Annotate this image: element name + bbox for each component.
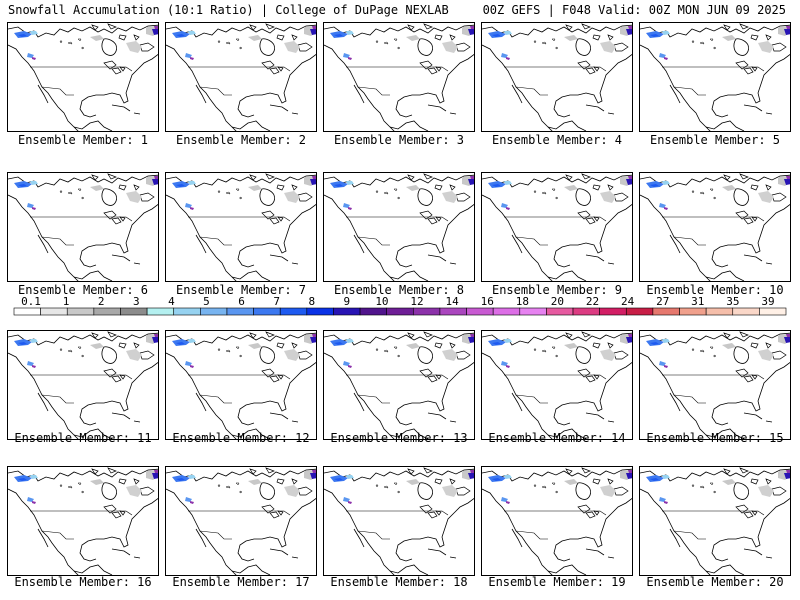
ensemble-member-label: Ensemble Member: 12 <box>172 431 310 445</box>
colorbar-tick-label: 31 <box>691 295 705 308</box>
colorbar-tick-label: 3 <box>132 295 140 308</box>
colorbar-swatch <box>492 307 521 316</box>
ensemble-member-2-map <box>165 22 317 132</box>
colorbar-swatch <box>333 307 361 316</box>
ensemble-member-7-map <box>165 172 317 282</box>
ensemble-member-label: Ensemble Member: 5 <box>649 133 781 147</box>
ensemble-member-8-map <box>323 172 475 282</box>
ensemble-member-11-map <box>7 330 159 440</box>
colorbar-swatch <box>200 307 228 316</box>
colorbar-swatch <box>146 307 175 316</box>
colorbar-tick-label: 6 <box>238 295 245 308</box>
colorbar-tick-label: 20 <box>550 295 565 308</box>
ensemble-member-label: Ensemble Member: 10 <box>646 283 784 297</box>
ensemble-member-label: Ensemble Member: 13 <box>330 431 468 445</box>
ensemble-member-9-map <box>481 172 633 282</box>
ensemble-member-12-map <box>165 330 317 440</box>
colorbar-tick-label: 35 <box>726 295 740 308</box>
ensemble-member-5-map <box>639 22 791 132</box>
colorbar-swatch <box>359 307 387 316</box>
colorbar-tick-label: 7 <box>273 295 280 308</box>
ensemble-member-label: Ensemble Member: 8 <box>333 283 465 297</box>
colorbar-swatches <box>13 307 787 316</box>
ensemble-member-13-map <box>323 330 475 440</box>
ensemble-member-label: Ensemble Member: 15 <box>646 431 784 445</box>
ensemble-member-label: Ensemble Member: 18 <box>330 575 468 589</box>
colorbar-tick-label: 0.1 <box>21 295 41 308</box>
colorbar-swatch <box>679 307 707 316</box>
colorbar-tick-label: 18 <box>515 295 529 308</box>
ensemble-member-10-map <box>639 172 791 282</box>
colorbar-swatch <box>519 307 547 316</box>
colorbar-swatch <box>253 307 281 316</box>
ensemble-member-label: Ensemble Member: 16 <box>14 575 152 589</box>
ensemble-member-label: Ensemble Member: 6 <box>17 283 149 297</box>
ensemble-member-label: Ensemble Member: 9 <box>491 283 623 297</box>
colorbar-tick-label: 12 <box>410 295 424 308</box>
colorbar-swatch <box>13 307 41 316</box>
snowfall-colorbar: 0.1 1 2 3 4 5 6 7 8 9 10 12 14 16 18 20 22 24 27 31 35 39 <box>0 295 800 317</box>
colorbar-tick-label: 8 <box>308 295 316 308</box>
colorbar-swatch <box>413 307 441 316</box>
ensemble-member-14-map <box>481 330 633 440</box>
ensemble-member-17-map <box>165 466 317 576</box>
colorbar-swatch <box>226 307 254 316</box>
colorbar-tick-label: 22 <box>585 295 600 308</box>
colorbar-tick-label: 9 <box>343 295 351 308</box>
ensemble-member-label: Ensemble Member: 4 <box>491 133 623 147</box>
ensemble-member-18-map <box>323 466 475 576</box>
ensemble-member-6-map <box>7 172 159 282</box>
colorbar-tick-label: 14 <box>445 295 459 308</box>
colorbar-tick-label: 1 <box>62 295 70 308</box>
ensemble-member-15-map <box>639 330 791 440</box>
ensemble-member-label: Ensemble Member: 2 <box>175 133 307 147</box>
ensemble-member-label: Ensemble Member: 17 <box>172 575 310 589</box>
ensemble-member-label: Ensemble Member: 1 <box>17 133 149 147</box>
ensemble-member-label: Ensemble Member: 11 <box>14 431 152 445</box>
ensemble-member-label: Ensemble Member: 7 <box>175 283 307 297</box>
colorbar-swatch <box>705 307 734 316</box>
ensemble-member-1-map <box>7 22 159 132</box>
colorbar-tick-label: 39 <box>761 295 775 308</box>
colorbar-swatch <box>759 307 787 316</box>
ensemble-member-label: Ensemble Member: 14 <box>488 431 626 445</box>
ensemble-member-label: Ensemble Member: 20 <box>646 575 784 589</box>
colorbar-tick-label: 16 <box>480 295 494 308</box>
colorbar-swatch <box>173 307 201 316</box>
colorbar-tick-label: 27 <box>656 295 670 308</box>
colorbar-swatch <box>732 307 760 316</box>
colorbar-swatch <box>599 307 627 316</box>
ensemble-member-4-map <box>481 22 633 132</box>
colorbar-swatch <box>546 307 574 316</box>
colorbar-tick-label: 5 <box>203 295 210 308</box>
map-title: Snowfall Accumulation (10:1 Ratio) | Col… <box>8 3 449 17</box>
model-run-info: 00Z GEFS | F048 Valid: 00Z MON JUN 09 20… <box>482 3 786 17</box>
colorbar-swatch <box>279 307 308 316</box>
colorbar-swatch <box>572 307 600 316</box>
colorbar-swatch <box>120 307 148 316</box>
colorbar-swatch <box>652 307 680 316</box>
colorbar-tick-label: 2 <box>97 295 105 308</box>
colorbar-tick-label: 10 <box>375 295 389 308</box>
colorbar-swatch <box>466 307 494 316</box>
ensemble-member-19-map <box>481 466 633 576</box>
ensemble-member-label: Ensemble Member: 3 <box>333 133 465 147</box>
colorbar-tick-label: 24 <box>620 295 635 308</box>
colorbar-swatch <box>439 307 467 316</box>
colorbar-swatch <box>93 307 121 316</box>
ensemble-member-20-map <box>639 466 791 576</box>
colorbar-swatch <box>386 307 414 316</box>
colorbar-swatch <box>66 307 95 316</box>
colorbar-swatch <box>40 307 68 316</box>
colorbar-swatch <box>306 307 334 316</box>
ensemble-member-16-map <box>7 466 159 576</box>
ensemble-member-label: Ensemble Member: 19 <box>488 575 626 589</box>
colorbar-tick-label: 4 <box>168 295 175 308</box>
ensemble-member-3-map <box>323 22 475 132</box>
colorbar-swatch <box>625 307 654 316</box>
